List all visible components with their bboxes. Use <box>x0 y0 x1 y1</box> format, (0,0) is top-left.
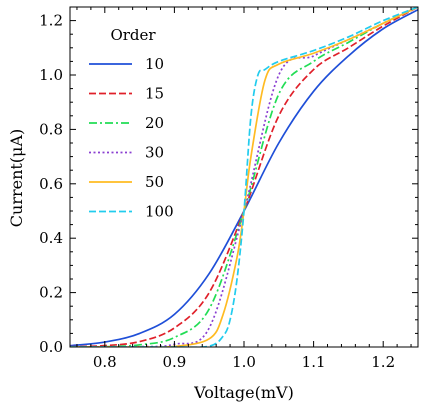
series-line-30 <box>70 7 418 347</box>
legend-label-30: 30 <box>145 144 164 162</box>
y-tick-label: 0.8 <box>39 120 63 138</box>
y-tick-label: 0.6 <box>39 175 63 193</box>
legend-label-50: 50 <box>145 173 164 191</box>
plot-lines <box>70 7 418 347</box>
plot-frame <box>69 6 419 348</box>
x-axis-title: Voltage(mV) <box>193 383 294 402</box>
legend-label-10: 10 <box>145 55 164 73</box>
series-line-20 <box>70 7 418 347</box>
y-tick-label: 0.2 <box>39 284 63 302</box>
x-tick-label: 1.1 <box>302 353 326 371</box>
y-tick-label: 1.2 <box>39 12 63 30</box>
series-line-100 <box>70 7 418 347</box>
x-tick-label: 1.0 <box>232 353 256 371</box>
legend: Order 10 15 20 30 50 100 <box>89 26 174 221</box>
y-tick-label: 1.0 <box>39 66 63 84</box>
x-tick-label: 0.9 <box>162 353 186 371</box>
legend-label-20: 20 <box>145 114 164 132</box>
x-tick-label: 1.2 <box>371 353 395 371</box>
series-line-50 <box>70 7 418 347</box>
legend-label-100: 100 <box>145 203 174 221</box>
y-tick-label: 0.4 <box>39 229 63 247</box>
tick-labels: 0.8 0.9 1.0 1.1 1.2 0.0 0.2 0.4 0.6 0.8 1.0 1.2 <box>39 12 395 371</box>
series-line-15 <box>70 7 418 347</box>
y-tick-label: 0.0 <box>39 338 63 356</box>
x-tick-label: 0.8 <box>93 353 117 371</box>
legend-entries: 10 15 20 30 50 100 <box>89 55 174 221</box>
series-line-10 <box>70 8 418 347</box>
legend-label-15: 15 <box>145 85 164 103</box>
legend-title: Order <box>110 26 156 44</box>
axes <box>69 6 419 348</box>
y-axis-title: Current(μA) <box>7 129 26 227</box>
